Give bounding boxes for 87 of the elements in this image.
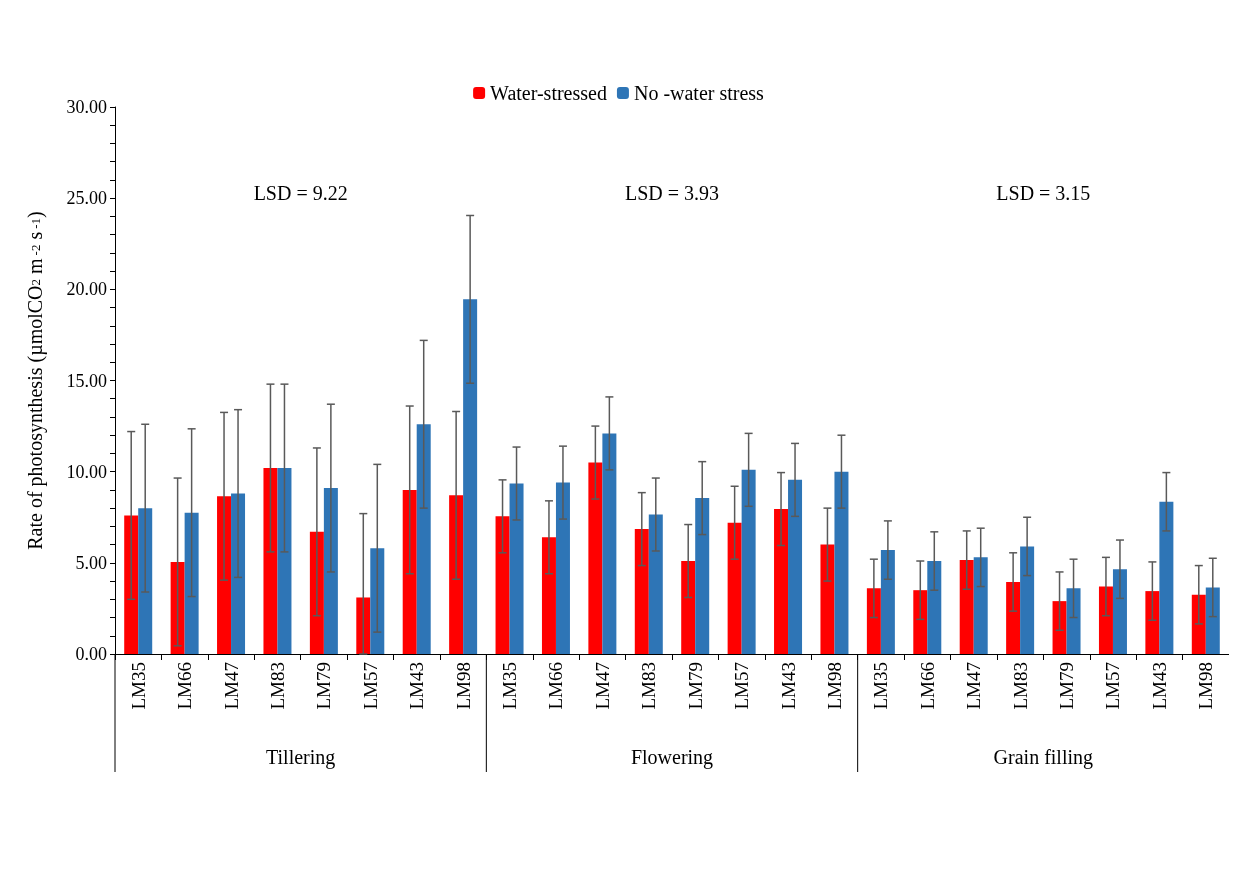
- bar: [695, 498, 710, 654]
- bar: [1006, 581, 1021, 654]
- x-tick-label: LM66: [174, 662, 196, 710]
- bar: [416, 424, 431, 654]
- annotation: LSD = 9.22: [253, 182, 348, 204]
- bar: [1159, 501, 1174, 654]
- annotation: LSD = 3.15: [996, 182, 1091, 204]
- legend-label: No -water stress: [633, 82, 765, 104]
- bar: [602, 433, 617, 654]
- x-tick-label: LM57: [1102, 662, 1124, 710]
- annotation: LSD = 3.93: [624, 182, 720, 204]
- x-tick-label: LM83: [266, 662, 288, 710]
- x-tick-label: LM57: [731, 662, 753, 710]
- bar: [820, 544, 835, 654]
- bar: [1112, 569, 1127, 654]
- bar: [1066, 588, 1081, 654]
- x-tick-label: LM43: [406, 662, 428, 710]
- bar: [880, 550, 895, 654]
- y-tick-label: 0.00: [75, 644, 107, 664]
- bar: [184, 512, 199, 654]
- text: Tillering: [266, 746, 336, 769]
- y-tick-label: 15.00: [66, 370, 107, 391]
- x-tick-label: LM98: [452, 662, 474, 710]
- bar: [1020, 546, 1035, 654]
- bar: [323, 488, 338, 654]
- text: Grain filling: [993, 746, 1094, 769]
- x-tick-label: LM35: [127, 662, 149, 710]
- x-tick-label: LM57: [359, 662, 381, 710]
- text: Flowering: [630, 746, 714, 769]
- y-axis-title: Rate of photosynthesis (µmolCO2 m-2 s-1): [24, 211, 47, 550]
- x-tick-label: LM79: [684, 662, 706, 710]
- bar: [231, 493, 246, 654]
- x-tick-label: LM47: [963, 662, 985, 710]
- bar: [555, 482, 570, 654]
- bar: [788, 479, 803, 654]
- bar: [973, 557, 988, 654]
- bar: [1145, 591, 1160, 654]
- legend-label: Water-stressed: [490, 82, 607, 104]
- bar: [541, 537, 556, 654]
- y-tick-label: 30.00: [66, 97, 107, 117]
- x-tick-label: LM47: [591, 662, 613, 710]
- bar: [866, 588, 881, 654]
- y-tick-label: 20.00: [66, 279, 107, 300]
- bar: [263, 468, 278, 654]
- bar: [370, 548, 385, 654]
- x-tick-label: LM83: [638, 662, 660, 710]
- bar: [727, 522, 742, 654]
- x-tick-label: LM66: [545, 662, 567, 710]
- bar: [959, 560, 974, 654]
- bar: [913, 590, 928, 654]
- bar: [927, 561, 942, 654]
- bar: [449, 495, 464, 654]
- bar: [356, 597, 371, 654]
- bar: [681, 561, 696, 654]
- bar: [774, 509, 789, 654]
- x-tick-label: LM79: [313, 662, 335, 710]
- x-tick-label: LM35: [870, 662, 892, 710]
- bar: [124, 515, 139, 654]
- x-tick-label: LM43: [1148, 662, 1170, 710]
- bar: [741, 469, 756, 654]
- bar: [402, 489, 417, 654]
- x-tick-label: LM43: [777, 662, 799, 710]
- y-tick-label: 25.00: [66, 188, 107, 209]
- y-tick-label: 10.00: [66, 461, 107, 482]
- x-tick-label: LM83: [1009, 662, 1031, 710]
- bar: [138, 508, 153, 654]
- x-tick-label: LM98: [1195, 662, 1217, 710]
- bar: [509, 483, 524, 654]
- x-tick-label: LM98: [823, 662, 845, 710]
- x-tick-label: LM79: [1056, 662, 1078, 710]
- bar: [217, 496, 232, 654]
- bar: [648, 514, 663, 654]
- bar: [834, 471, 849, 654]
- y-tick-label: 5.00: [75, 552, 107, 573]
- bar: [588, 462, 603, 654]
- bar: [634, 529, 649, 654]
- bar: [1098, 586, 1113, 654]
- bar: [463, 299, 478, 654]
- x-tick-label: LM66: [916, 662, 938, 710]
- x-tick-label: LM47: [220, 662, 242, 710]
- bar: [170, 561, 185, 654]
- bar: [1205, 587, 1220, 654]
- bar: [495, 516, 510, 654]
- x-tick-label: LM35: [499, 662, 521, 710]
- bar: [1052, 601, 1067, 654]
- bar: [277, 468, 292, 654]
- bar: [1191, 594, 1206, 654]
